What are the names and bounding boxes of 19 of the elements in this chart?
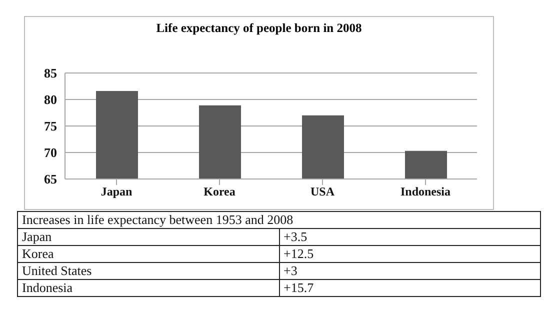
text: +12.5 (284, 246, 314, 261)
text: +3 (284, 263, 298, 278)
x-tick-label: Korea (204, 184, 236, 199)
category-label: Korea (18, 246, 279, 262)
category-label: Indonesia (18, 280, 279, 296)
text: +15.7 (284, 280, 314, 295)
x-tick-label: Indonesia (400, 184, 451, 199)
y-tick-label: 85 (44, 66, 58, 81)
text: Increases in life expectancy between 1953 and 2008 (18, 212, 540, 228)
x-tick-label: USA (310, 184, 335, 199)
x-tick-label: Japan (100, 184, 132, 199)
y-tick-label: 75 (44, 118, 58, 134)
text: +3.5 (284, 229, 308, 244)
y-tick-label: 80 (44, 92, 57, 108)
category-label: Japan (18, 228, 279, 246)
y-tick-label: 65 (44, 172, 58, 187)
chart-title: Life expectancy of people born in 2008 (155, 21, 363, 36)
category-label: United States (18, 262, 279, 280)
y-tick-label: 70 (44, 145, 57, 160)
